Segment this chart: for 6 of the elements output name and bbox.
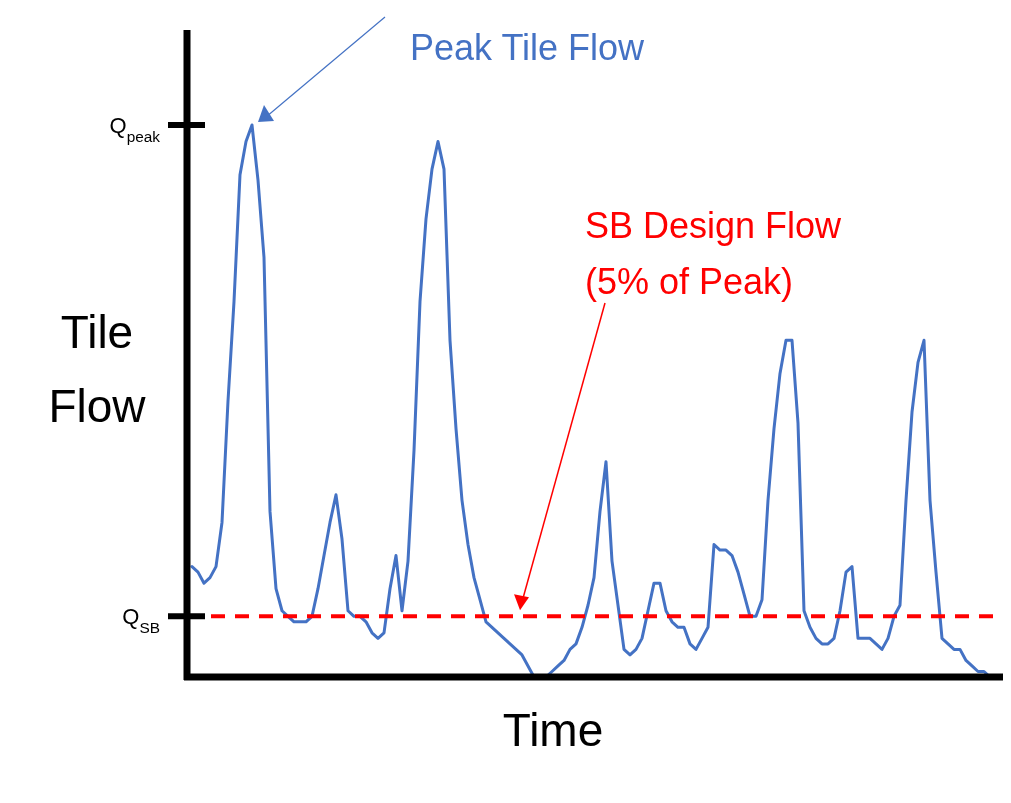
x-axis-title: Time (502, 704, 604, 756)
text: Peak Tile Flow (410, 27, 646, 68)
text: Q$_{peak}$ (109, 113, 161, 145)
annotation: SB Design Flow (5% of Peak) (585, 205, 843, 302)
ref-line-label: Q$_{SB}$ (122, 604, 160, 636)
y-axis-title: Tile Flow (48, 306, 147, 432)
